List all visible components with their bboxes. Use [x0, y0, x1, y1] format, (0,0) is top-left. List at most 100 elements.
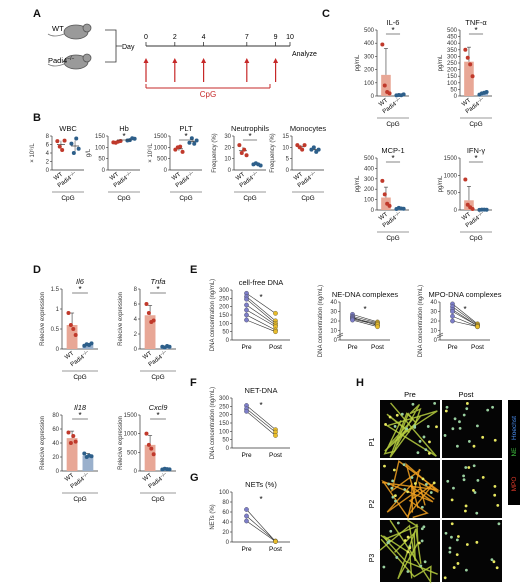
cell-nucleus [420, 539, 424, 543]
group-label-ko-sup: −/− [308, 170, 317, 178]
significance-star: * [474, 26, 477, 35]
y-axis-label: Relecive expression [118, 292, 124, 346]
data-point [302, 143, 307, 148]
y-tick-label: 80 [222, 500, 229, 506]
cell-nucleus [451, 427, 455, 431]
y-tick-label: 20 [52, 455, 59, 461]
h-row-p3: P3 [369, 554, 376, 563]
cell-nucleus [403, 488, 407, 491]
post-point [273, 433, 278, 438]
data-point [146, 311, 151, 315]
group-label-ko-sup: −/− [393, 96, 402, 104]
pre-point [450, 309, 455, 314]
cell-nucleus [443, 576, 447, 580]
cell-nucleus [387, 539, 391, 543]
y-tick-label: 20 [330, 319, 337, 325]
y-tick-label: 30 [430, 310, 437, 316]
y-tick-label: 100 [447, 81, 458, 87]
y-tick-label: 60 [222, 510, 229, 516]
cell-nucleus [413, 425, 417, 429]
cell-nucleus [464, 504, 468, 508]
y-tick-label: 0 [454, 208, 458, 214]
data-point [316, 147, 321, 152]
data-point [68, 323, 73, 327]
pair-line [246, 411, 276, 436]
h-col-pre: Pre [404, 390, 416, 399]
cell-nucleus [387, 482, 391, 486]
cell-nucleus [420, 527, 424, 531]
cell-nucleus [424, 483, 428, 486]
group-label-wt: WT [142, 351, 153, 361]
axis-break [336, 332, 344, 339]
y-tick-label: 250 [219, 404, 230, 410]
cell-nucleus [450, 522, 454, 526]
y-tick-label: 250 [447, 61, 458, 67]
y-tick-label: 20 [222, 530, 229, 536]
cpg-arrowhead [143, 58, 149, 63]
pair-line [246, 293, 276, 314]
cell-nucleus [446, 479, 450, 483]
chart-g-nets: 0 20 40 60 80 100 NETs (%) NETs (%) Pre Post * [210, 480, 290, 553]
panel-letter-c: C [322, 8, 330, 20]
cell-nucleus [444, 409, 448, 413]
pair-line [352, 319, 378, 327]
cell-nucleus [481, 475, 485, 479]
x-tick-label: Post [269, 452, 282, 459]
x-tick-label: Post [269, 344, 282, 351]
micrograph-tile [442, 520, 502, 582]
y-tick-label: 15 [282, 134, 289, 140]
group-label-ko-sup: −/− [81, 471, 90, 479]
y-tick-label: 0 [226, 540, 230, 546]
data-point [89, 341, 94, 346]
cell-nucleus [395, 413, 399, 417]
cell-nucleus [444, 531, 448, 535]
micrograph-tile [380, 460, 441, 520]
group-label-ko-sup: −/− [476, 96, 485, 104]
group-label-wt: WT [378, 98, 389, 108]
panel-a-schematic: WT Padi4−/− Day 0 2 4 7 9 10 Analyze CpG [47, 23, 317, 99]
post-point [273, 539, 278, 544]
mouse-icon-ko [47, 53, 92, 70]
y-tick-label: 200 [219, 413, 230, 419]
significance-star: * [474, 154, 477, 163]
y-axis-label: pg/mL [438, 175, 444, 192]
y-tick-label: 500 [447, 28, 458, 34]
y-tick-label: 200 [219, 305, 230, 311]
cpg-group-label: CpG [386, 121, 399, 128]
chart-title: NETs (%) [245, 480, 277, 489]
significance-star: * [156, 285, 159, 294]
y-tick-label: 20 [430, 319, 437, 325]
data-point [73, 439, 78, 444]
cell-nucleus [406, 550, 410, 554]
net-fiber [383, 412, 417, 455]
y-tick-label: 10 [224, 157, 231, 163]
cell-nucleus [445, 405, 449, 409]
data-point [71, 434, 76, 438]
y-tick-label: 30 [224, 134, 231, 140]
cell-nucleus [403, 539, 407, 542]
data-point [382, 192, 387, 197]
y-tick-label: 500 [364, 28, 375, 34]
cpg-group-label: CpG [73, 374, 86, 381]
cpg-arrowhead [172, 58, 178, 63]
y-tick-label: 350 [447, 48, 458, 54]
chart-title: WBC [59, 124, 77, 133]
cell-nucleus [384, 423, 387, 426]
chart-title: NET-DNA [245, 386, 278, 395]
y-tick-label: 60 [52, 427, 59, 433]
cell-nucleus [408, 546, 412, 550]
data-point [132, 136, 137, 141]
post-point [273, 329, 278, 335]
cell-nucleus [465, 407, 469, 411]
analyze-label: Analyze [292, 51, 317, 58]
data-point [146, 442, 151, 447]
data-point [189, 136, 194, 141]
data-point [194, 138, 199, 143]
y-tick-label: 400 [447, 41, 458, 47]
pre-point [244, 518, 249, 524]
